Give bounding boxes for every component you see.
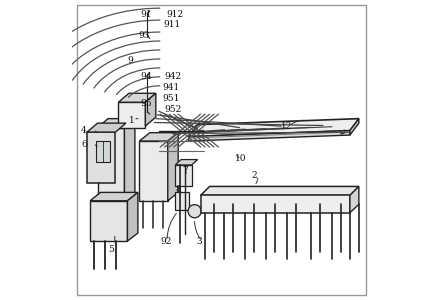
Polygon shape [168,133,178,201]
Polygon shape [87,132,116,183]
Polygon shape [124,118,135,201]
Polygon shape [350,186,359,213]
Text: 3: 3 [196,238,202,247]
Text: 10: 10 [235,154,246,164]
Text: 2: 2 [251,171,257,180]
Text: 911: 911 [163,20,180,29]
Polygon shape [97,128,124,201]
Text: 92: 92 [160,238,171,247]
Text: 8: 8 [175,185,181,194]
Text: 941: 941 [163,83,180,92]
Polygon shape [140,133,178,141]
Text: 91: 91 [140,10,152,19]
Text: 12: 12 [281,122,292,130]
Text: 9: 9 [128,56,133,65]
Text: 95: 95 [140,99,152,108]
Text: 7: 7 [183,167,188,176]
Text: 6: 6 [81,140,87,148]
Polygon shape [145,93,156,126]
Polygon shape [189,118,359,136]
Text: 942: 942 [164,72,181,81]
Polygon shape [96,141,109,162]
Text: 912: 912 [166,10,183,19]
Polygon shape [189,130,350,141]
Polygon shape [350,118,359,135]
Polygon shape [341,130,345,134]
Polygon shape [118,93,156,102]
Polygon shape [175,192,189,210]
Text: 5: 5 [108,244,114,253]
Text: 94: 94 [140,72,152,81]
Polygon shape [90,192,138,201]
Text: 951: 951 [163,94,180,103]
Polygon shape [128,192,138,241]
Circle shape [188,205,201,218]
Polygon shape [140,141,168,201]
Polygon shape [201,195,350,213]
Polygon shape [97,118,135,127]
Polygon shape [175,165,192,186]
Polygon shape [175,160,198,165]
Polygon shape [87,123,126,132]
Text: 4: 4 [81,126,87,135]
Text: 93: 93 [138,31,149,40]
Text: 1: 1 [129,116,135,124]
Polygon shape [118,102,145,128]
Polygon shape [90,201,128,241]
Polygon shape [201,186,359,195]
Text: 952: 952 [164,105,182,114]
